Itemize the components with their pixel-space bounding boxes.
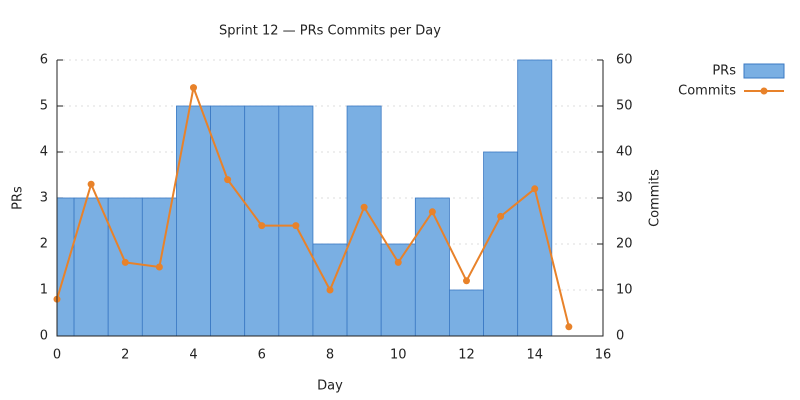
y2-tick-label: 10 xyxy=(616,283,633,298)
y-tick-label: 0 xyxy=(40,329,48,344)
bar xyxy=(73,197,109,337)
legend-label: PRs xyxy=(712,64,736,79)
y-axis-label: PRs xyxy=(11,186,26,210)
point xyxy=(224,176,232,184)
x-tick-label: 2 xyxy=(121,348,129,363)
x-tick-label: 4 xyxy=(189,348,197,363)
y2-tick-label: 0 xyxy=(616,329,624,344)
point xyxy=(497,212,505,220)
axis-frame xyxy=(56,60,604,337)
x-axis-label: Day xyxy=(317,379,343,394)
point xyxy=(428,208,436,216)
x-tick-label: 14 xyxy=(526,348,543,363)
point xyxy=(87,180,95,188)
y-tick-label: 6 xyxy=(40,53,48,68)
bar xyxy=(483,151,519,337)
y-tick-label: 1 xyxy=(40,283,48,298)
point xyxy=(531,185,539,193)
y-tick-label: 3 xyxy=(40,191,48,206)
point xyxy=(190,84,197,92)
bar xyxy=(176,105,211,337)
legend-swatch xyxy=(743,63,785,79)
y2-tick-label: 20 xyxy=(616,237,633,252)
y-tick-label: 2 xyxy=(40,237,48,252)
y2-tick-label: 60 xyxy=(616,53,633,68)
line xyxy=(56,83,570,328)
point xyxy=(155,263,163,271)
point xyxy=(292,222,300,230)
point xyxy=(360,203,368,211)
x-tick-label: 6 xyxy=(258,348,266,363)
chart-title: Sprint 12 — PRs Commits per Day xyxy=(219,24,441,39)
y-tick-label: 5 xyxy=(40,99,48,114)
legend-marker xyxy=(760,87,768,95)
bar xyxy=(210,105,246,337)
bar xyxy=(312,243,348,337)
bar xyxy=(107,197,143,337)
bar xyxy=(449,289,484,337)
bar xyxy=(414,197,450,337)
bar xyxy=(244,105,280,337)
point xyxy=(326,286,334,294)
y2-tick-label: 30 xyxy=(616,191,633,206)
x-tick-label: 16 xyxy=(595,348,612,363)
point xyxy=(258,222,266,230)
x-tick-label: 12 xyxy=(458,348,475,363)
y2-tick-label: 40 xyxy=(616,145,633,160)
legend-label: Commits xyxy=(678,84,736,99)
bar xyxy=(278,105,314,337)
y-tick-label: 4 xyxy=(40,145,48,160)
bar xyxy=(380,243,416,337)
point xyxy=(565,323,573,331)
x-tick-label: 8 xyxy=(326,348,334,363)
point xyxy=(121,258,129,266)
point xyxy=(394,258,402,266)
point xyxy=(463,277,470,285)
bar xyxy=(346,105,382,337)
x-tick-label: 10 xyxy=(390,348,407,363)
x-tick-label: 0 xyxy=(53,348,61,363)
y2-axis-label: Commits xyxy=(648,169,663,227)
y2-tick-label: 50 xyxy=(616,99,633,114)
